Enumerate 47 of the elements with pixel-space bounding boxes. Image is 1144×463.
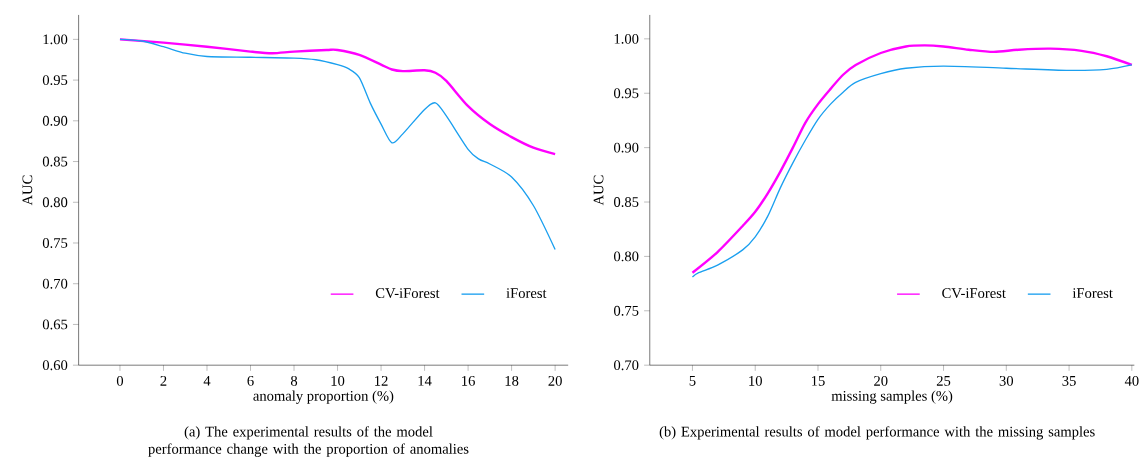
text: (b) Experimental results of model performance with the missing samples bbox=[659, 426, 1095, 440]
legend-label: iForest bbox=[1072, 288, 1113, 299]
legend-label: CV-iForest bbox=[375, 288, 440, 299]
y-tick-label: 0.75 bbox=[42, 238, 68, 249]
x-tick-label: 10 bbox=[749, 376, 762, 386]
y-tick-label: 0.85 bbox=[42, 156, 68, 167]
y-tick-label: 0.70 bbox=[614, 360, 639, 371]
x-tick-label: 25 bbox=[936, 376, 951, 386]
y-tick-label: 0.80 bbox=[42, 197, 68, 208]
x-axis-title: missing samples (%) bbox=[831, 390, 953, 404]
x-tick-label: 10 bbox=[331, 376, 345, 386]
x-tick-label: 18 bbox=[505, 376, 519, 386]
y-tick-label: 0.95 bbox=[42, 75, 68, 86]
line-series bbox=[119, 38, 556, 251]
x-tick-label: 20 bbox=[548, 376, 562, 386]
x-tick-label: 14 bbox=[418, 376, 432, 386]
x-tick-label: 12 bbox=[375, 376, 388, 386]
line-series bbox=[118, 38, 557, 156]
y-tick-label: 0.80 bbox=[614, 251, 639, 262]
x-tick-label: 0 bbox=[116, 376, 124, 386]
x-tick-label: 6 bbox=[247, 376, 254, 386]
y-tick-label: 1.00 bbox=[614, 34, 639, 44]
x-axis-title: anomaly proportion (%) bbox=[253, 390, 394, 404]
x-tick-label: 15 bbox=[811, 376, 825, 386]
y-tick-label: 0.65 bbox=[42, 319, 68, 330]
y-tick-label: 1.00 bbox=[43, 34, 68, 45]
x-tick-label: 30 bbox=[999, 376, 1014, 386]
x-tick-label: 2 bbox=[160, 376, 167, 386]
y-axis-title: AUC bbox=[593, 175, 604, 206]
legend-label: iForest bbox=[506, 288, 547, 299]
y-tick-label: 0.90 bbox=[42, 116, 68, 126]
y-axis-title: AUC bbox=[22, 175, 33, 206]
y-tick-label: 0.75 bbox=[614, 306, 639, 316]
y-tick-label: 0.70 bbox=[42, 278, 68, 289]
y-tick-label: 0.90 bbox=[614, 142, 639, 153]
y-tick-label: 0.60 bbox=[42, 360, 68, 371]
x-tick-label: 4 bbox=[203, 376, 211, 386]
text: (a) The experimental results of the model performance change with the proportion of anomalies bbox=[148, 426, 469, 457]
x-tick-label: 5 bbox=[689, 376, 696, 386]
x-tick-label: 35 bbox=[1062, 376, 1076, 386]
y-tick-label: 0.95 bbox=[614, 88, 639, 99]
x-tick-label: 16 bbox=[462, 376, 475, 386]
legend-label: CV-iForest bbox=[942, 288, 1006, 299]
x-tick-label: 20 bbox=[874, 376, 888, 386]
x-tick-label: 8 bbox=[290, 376, 298, 386]
y-tick-label: 0.85 bbox=[614, 197, 639, 208]
x-tick-label: 40 bbox=[1124, 376, 1139, 386]
